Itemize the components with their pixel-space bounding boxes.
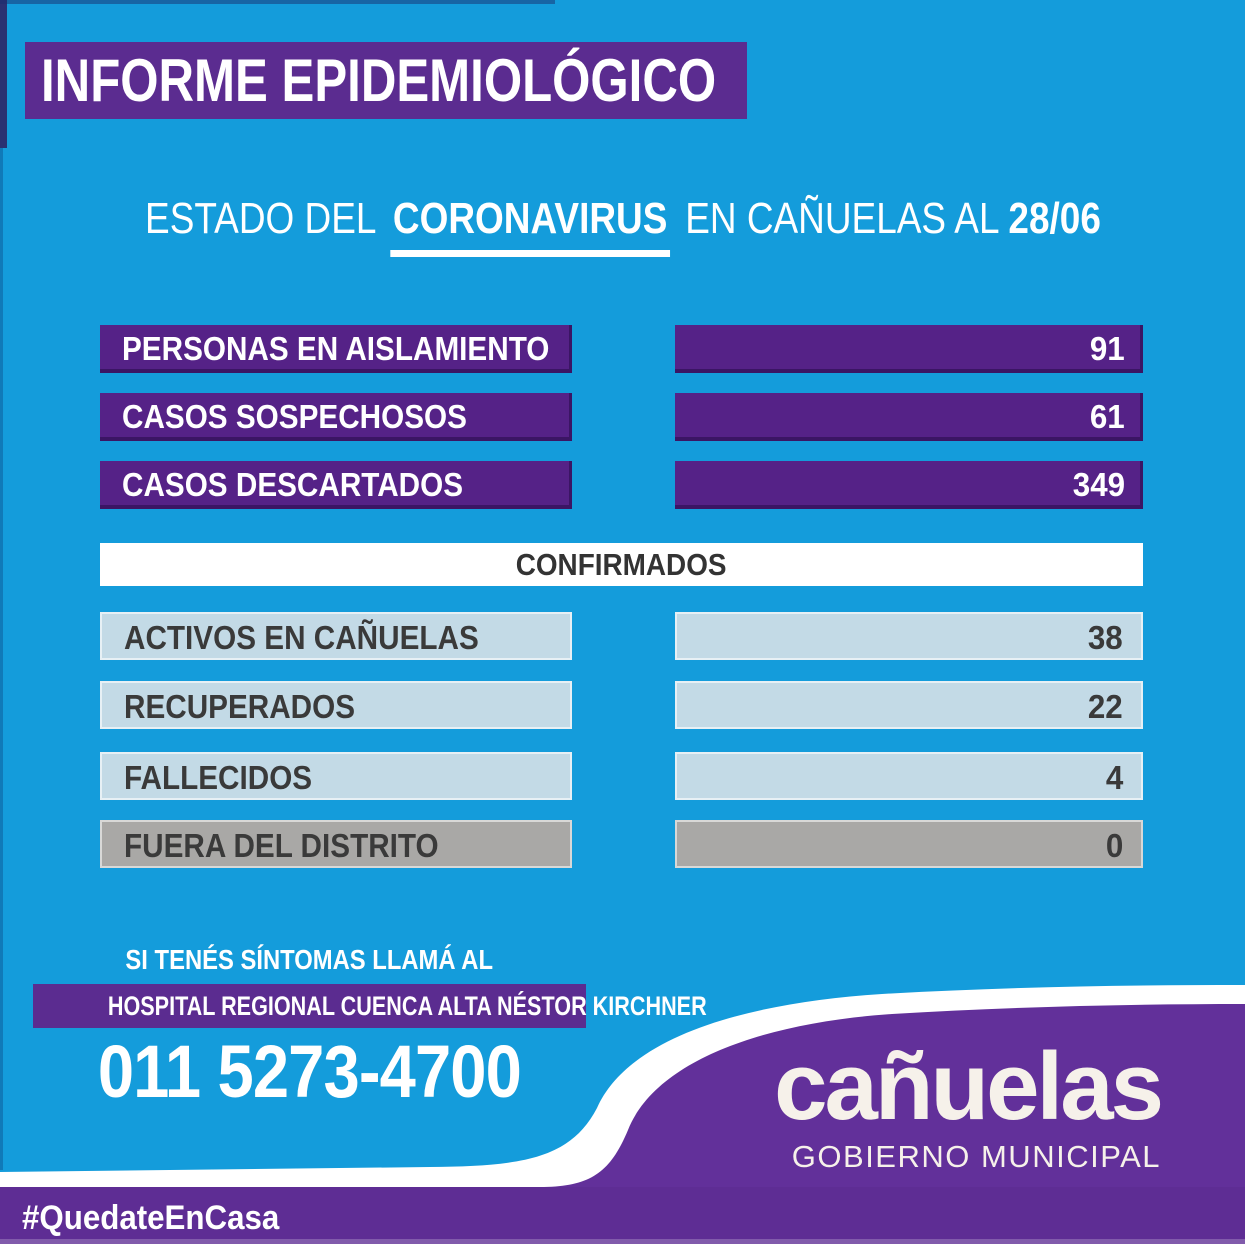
stat-label-box: FUERA DEL DISTRITO — [100, 820, 572, 868]
stat-value: 91 — [1090, 330, 1125, 367]
logo-wordmark: cañuelas — [774, 1033, 1164, 1140]
stat-value: 349 — [1072, 466, 1125, 503]
stat-value: 38 — [1088, 619, 1123, 656]
page-title: INFORME EPIDEMIOLÓGICO — [41, 47, 717, 114]
left-edge-line — [0, 0, 3, 1170]
stat-label-box: FALLECIDOS — [100, 752, 572, 800]
stat-label-box: ACTIVOS EN CAÑUELAS — [100, 612, 572, 660]
top-edge-line — [0, 0, 555, 4]
stat-value: 22 — [1088, 688, 1123, 725]
stat-label: CASOS DESCARTADOS — [122, 466, 464, 503]
left-edge-navy-strip — [0, 0, 7, 148]
phone-number-text: 011 5273-4700 — [97, 1030, 521, 1113]
stat-value: 4 — [1105, 759, 1123, 796]
stat-label: FUERA DEL DISTRITO — [124, 827, 439, 864]
stat-label-box: PERSONAS EN AISLAMIENTO — [100, 325, 572, 373]
logo-tagline: GOBIERNO MUNICIPAL — [791, 1139, 1161, 1174]
phone-number: 011 5273-4700 — [0, 1032, 618, 1112]
purple-logo-shape — [0, 1004, 1245, 1244]
stat-value: 61 — [1090, 398, 1125, 435]
hashtag-text: #QuedateEnCasa — [22, 1199, 280, 1237]
report-subtitle: ESTADO DEL CORONAVIRUS EN CAÑUELAS AL 28… — [0, 193, 1245, 257]
stat-label: FALLECIDOS — [124, 759, 313, 796]
stat-label-box: RECUPERADOS — [100, 681, 572, 729]
stat-label-box: CASOS SOSPECHOSOS — [100, 393, 572, 441]
bottom-light-strip — [0, 1239, 1245, 1244]
stat-value-bar: 0 — [675, 820, 1143, 868]
stat-label-box: CASOS DESCARTADOS — [100, 461, 572, 509]
confirmados-banner: CONFIRMADOS — [100, 543, 1143, 586]
hospital-name: HOSPITAL REGIONAL CUENCA ALTA NÉSTOR KIR… — [107, 991, 707, 1021]
stat-value-bar: 22 — [675, 681, 1143, 729]
stat-value: 0 — [1105, 827, 1123, 864]
subtitle-mid: EN CAÑUELAS AL — [684, 194, 998, 243]
hospital-banner: HOSPITAL REGIONAL CUENCA ALTA NÉSTOR KIR… — [33, 984, 707, 1028]
symptoms-call-line: SI TENÉS SÍNTOMAS LLAMÁ AL — [0, 944, 618, 976]
canuelas-logo: cañuelas GOBIERNO MUNICIPAL — [774, 1033, 1164, 1174]
subtitle-coronavirus-underlined: CORONAVIRUS — [389, 193, 670, 257]
symptoms-call-text: SI TENÉS SÍNTOMAS LLAMÁ AL — [125, 944, 493, 975]
stat-value-bar: 4 — [675, 752, 1143, 800]
header-banner: INFORME EPIDEMIOLÓGICO — [25, 42, 747, 119]
stat-value-bar: 38 — [675, 612, 1143, 660]
stat-label: CASOS SOSPECHOSOS — [122, 398, 467, 435]
stat-label: RECUPERADOS — [124, 688, 356, 725]
bottom-swoosh-graphic — [0, 985, 1245, 1244]
stay-home-hashtag: #QuedateEnCasa — [22, 1199, 302, 1237]
confirmados-title: CONFIRMADOS — [516, 547, 727, 582]
stat-value-bar: 91 — [675, 325, 1143, 373]
stat-label: PERSONAS EN AISLAMIENTO — [122, 330, 550, 367]
footer-bar — [0, 1187, 1245, 1244]
stat-value-bar: 349 — [675, 461, 1143, 509]
stat-value-bar: 61 — [675, 393, 1143, 441]
stat-label: ACTIVOS EN CAÑUELAS — [124, 619, 479, 656]
subtitle-pre: ESTADO DEL — [144, 194, 375, 243]
subtitle-date: 28/06 — [1007, 194, 1101, 243]
